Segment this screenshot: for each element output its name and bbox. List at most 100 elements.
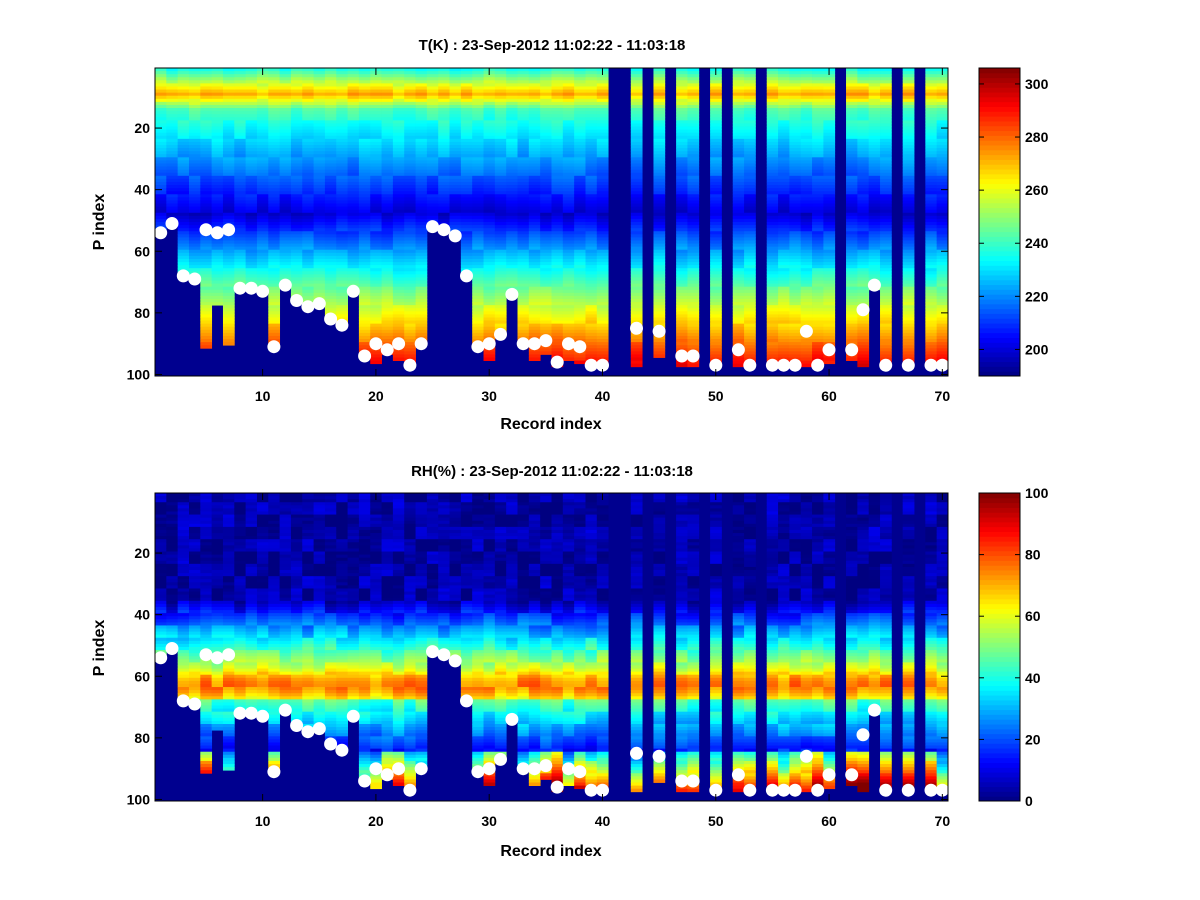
heat-cell (404, 86, 416, 90)
heat-cell (823, 197, 836, 201)
heat-cell (347, 258, 360, 263)
heat-cell (857, 222, 870, 226)
heat-cell (585, 335, 598, 340)
heat-cell (846, 120, 858, 124)
heat-cell (472, 120, 484, 124)
heat-cell (324, 252, 337, 257)
heat-cell (234, 218, 247, 223)
heat-cell (551, 157, 564, 161)
heat-cell (710, 98, 722, 103)
heat-cell (517, 141, 530, 146)
heat-cell (574, 154, 586, 158)
heat-cell (483, 286, 496, 291)
heat-cell (766, 265, 779, 269)
heat-cell (551, 339, 564, 343)
heat-cell (460, 225, 473, 229)
heat-cell (800, 200, 813, 204)
heat-cell (166, 132, 179, 137)
heat-cell (222, 151, 235, 155)
heat-cell (551, 178, 564, 183)
heat-cell (415, 104, 428, 109)
heat-cell (256, 191, 269, 195)
heat-cell (177, 74, 190, 78)
heat-cell (880, 351, 892, 355)
heat-cell (789, 351, 802, 355)
heat-cell (155, 222, 167, 226)
heat-cell (789, 98, 802, 103)
heat-cell (222, 138, 235, 143)
heat-cell (800, 348, 813, 352)
heat-cell (732, 200, 745, 204)
heat-cell (732, 360, 745, 365)
heat-cell (880, 274, 892, 278)
heat-cell (336, 163, 348, 167)
heat-cell (517, 258, 530, 263)
heat-cell (880, 209, 892, 214)
heat-cell (540, 209, 552, 214)
heat-cell (449, 197, 462, 201)
heat-cell (336, 206, 348, 211)
heat-cell (166, 154, 179, 158)
heat-cell (687, 108, 700, 112)
heat-cell (290, 126, 303, 130)
heat-cell (540, 98, 552, 103)
heat-cell (279, 114, 292, 118)
heat-cell (290, 98, 303, 103)
heat-cell (313, 286, 326, 291)
heat-cell (472, 169, 484, 174)
heat-cell (868, 246, 881, 251)
heat-cell (256, 117, 269, 121)
heat-cell (494, 231, 507, 235)
heat-cell (392, 305, 405, 309)
heat-cell (336, 215, 348, 220)
heat-cell (404, 283, 416, 288)
heat-cell (687, 345, 700, 349)
heat-cell (494, 234, 507, 238)
heat-cell (449, 212, 462, 217)
heat-cell (188, 200, 201, 204)
heat-cell (460, 243, 473, 248)
heat-cell (358, 114, 371, 118)
heat-cell (596, 185, 609, 189)
heat-cell (551, 138, 564, 143)
heat-cell (336, 101, 348, 106)
heat-cell (415, 271, 428, 275)
heat-cell (880, 277, 892, 281)
heat-cell (222, 120, 235, 124)
heat-cell (392, 265, 405, 269)
heat-cell (234, 89, 247, 94)
heat-cell (574, 145, 586, 149)
heat-cell (268, 255, 281, 260)
heat-cell (744, 323, 756, 328)
heat-cell (868, 225, 881, 229)
heat-cell (438, 188, 450, 192)
heat-cell (211, 80, 224, 84)
heat-cell (800, 314, 813, 318)
heat-cell (902, 138, 915, 143)
heat-cell (653, 132, 666, 137)
heat-cell (687, 120, 700, 124)
heat-cell (200, 280, 213, 284)
heat-cell (268, 292, 281, 297)
heat-cell (574, 280, 586, 284)
heat-cell (245, 240, 258, 244)
heat-cell (789, 311, 802, 315)
heat-cell (596, 246, 609, 251)
heat-cell (347, 240, 360, 244)
heat-cell (585, 98, 598, 103)
heat-cell (245, 194, 258, 198)
heat-cell (812, 218, 824, 223)
heat-cell (336, 108, 348, 112)
heat-cell (336, 218, 348, 223)
heat-cell (483, 123, 496, 127)
heat-cell (846, 172, 858, 177)
heat-cell (358, 311, 371, 315)
heat-cell (222, 89, 235, 94)
heat-cell (370, 262, 382, 266)
heat-cell (256, 77, 269, 81)
heat-cell (562, 163, 575, 167)
heat-cell (279, 157, 292, 161)
heat-cell (687, 262, 700, 266)
heat-cell (823, 200, 836, 204)
heat-cell (800, 86, 813, 90)
